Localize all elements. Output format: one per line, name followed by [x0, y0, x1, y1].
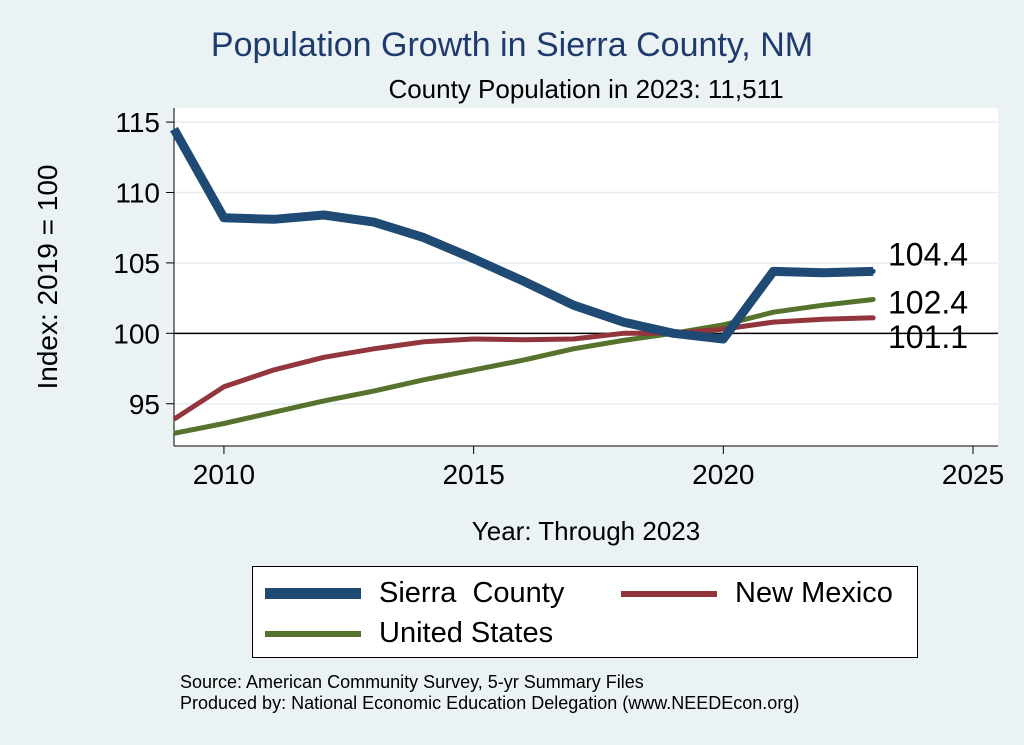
series-end-marker-sierra-county — [870, 268, 876, 274]
end-label-sierra-county: 104.4 — [888, 236, 968, 272]
legend: Sierra County New Mexico United States — [252, 566, 918, 658]
y-tick-label-100: 100 — [113, 318, 160, 349]
y-tick-label-110: 110 — [115, 178, 160, 209]
legend-swatch-sierra-county — [265, 588, 361, 599]
producer-note: Produced by: National Economic Education… — [180, 693, 800, 713]
legend-swatch-new-mexico — [621, 590, 717, 597]
legend-item-united-states: United States — [265, 617, 553, 650]
x-tick-label-2025: 2025 — [942, 459, 1004, 490]
legend-swatch-united-states — [265, 630, 361, 637]
series-end-marker-new-mexico — [870, 315, 876, 321]
legend-item-sierra-county: Sierra County — [265, 577, 564, 610]
series-line-new-mexico — [172, 315, 874, 422]
x-tick-label-2020: 2020 — [692, 459, 754, 490]
legend-label-united-states: United States — [379, 617, 554, 649]
plot-area — [174, 108, 998, 446]
legend-label-new-mexico: New Mexico — [735, 577, 893, 609]
chart-subtitle: County Population in 2023: 11,511 — [388, 74, 784, 104]
series-line-united-states — [173, 297, 874, 436]
legend-label-sierra-county: Sierra County — [379, 577, 565, 609]
end-label-new-mexico: 101.1 — [888, 319, 968, 355]
chart-title: Population Growth in Sierra County, NM — [210, 26, 814, 64]
x-tick-label-2010: 2010 — [193, 459, 255, 490]
x-tick-label-2015: 2015 — [442, 459, 504, 490]
series-end-marker-united-states — [870, 297, 876, 303]
source-note: Source: American Community Survey, 5-yr … — [180, 672, 644, 692]
y-axis-label: Index: 2019 = 100 — [32, 164, 63, 390]
x-axis-label: Year: Through 2023 — [471, 516, 701, 546]
footer-notes: Source: American Community Survey, 5-yr … — [180, 672, 799, 714]
end-label-united-states: 102.4 — [888, 285, 968, 321]
legend-item-new-mexico: New Mexico — [621, 577, 893, 610]
y-tick-label-115: 115 — [115, 107, 160, 138]
y-tick-label-105: 105 — [113, 248, 160, 279]
series-line-sierra-county — [170, 126, 874, 344]
y-tick-label-95: 95 — [129, 389, 160, 420]
